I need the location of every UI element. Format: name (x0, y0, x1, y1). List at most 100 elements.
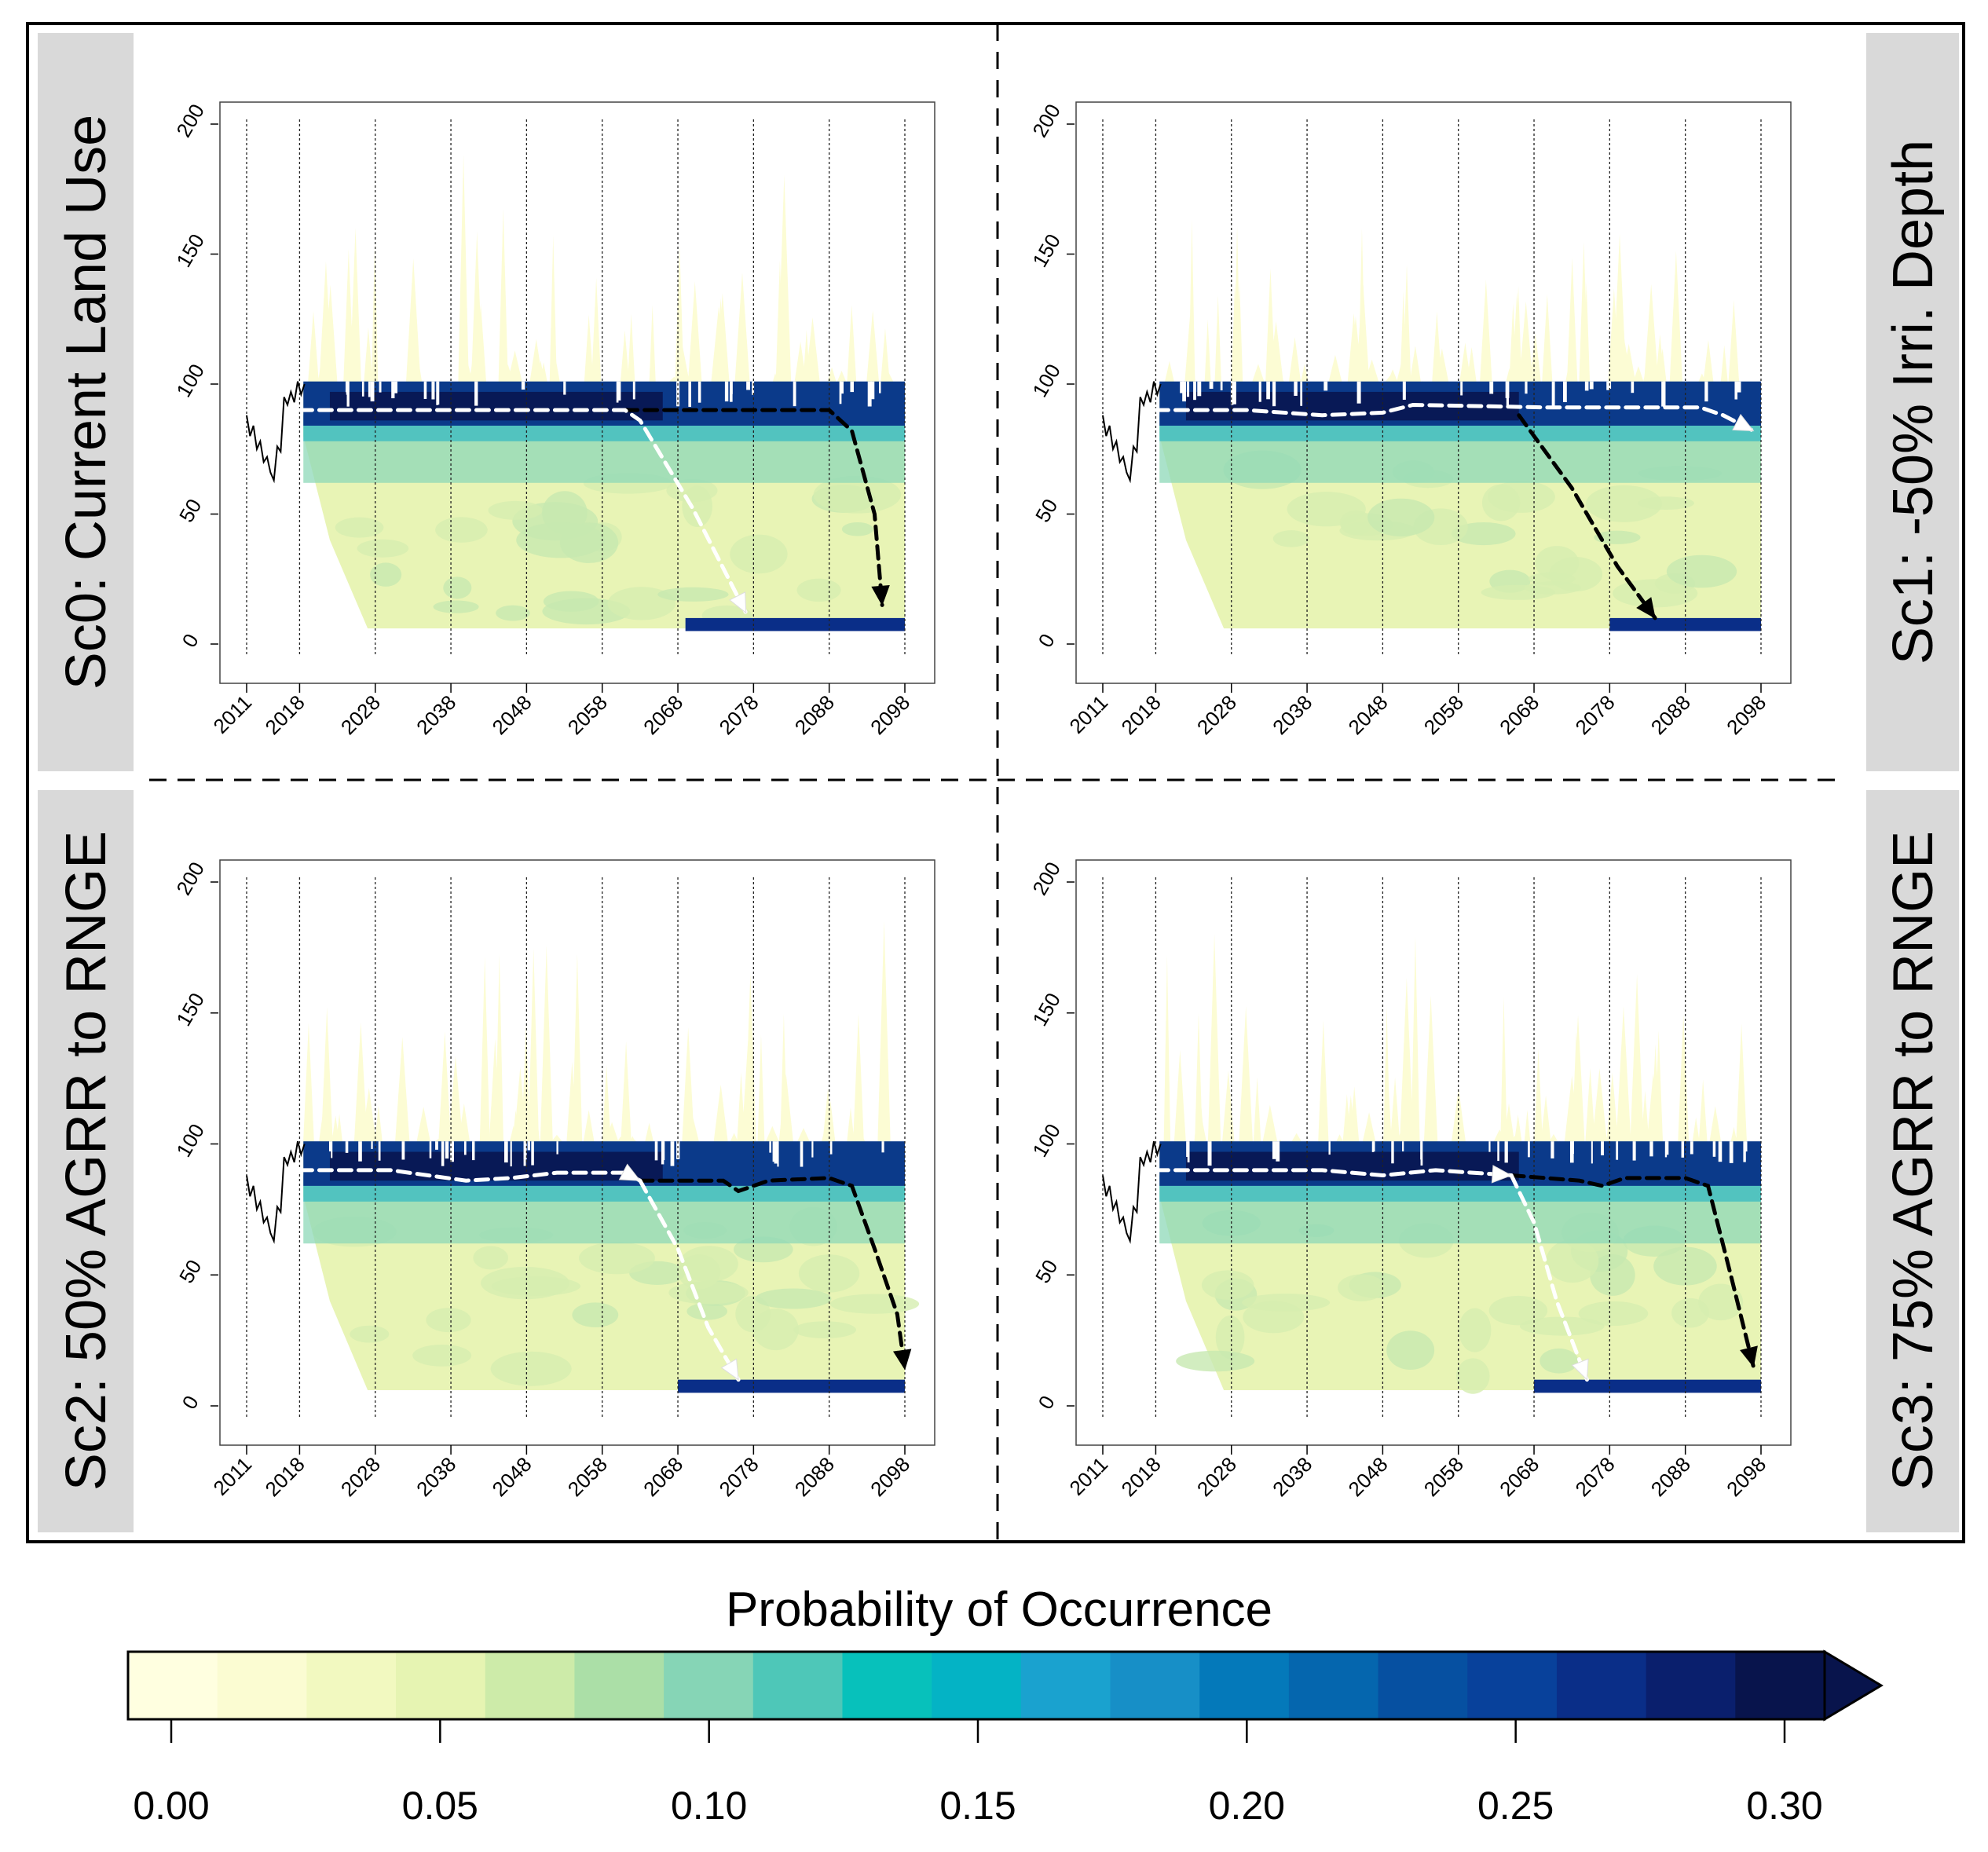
band-gap (1488, 1141, 1491, 1152)
heatmap-spike (620, 330, 630, 384)
heatmap-spike (1720, 345, 1728, 384)
heatmap-patch (1201, 1270, 1254, 1300)
white-trajectory (1153, 1168, 1514, 1178)
colorbar-swatch (1288, 1652, 1379, 1719)
heatmap-spike (335, 1114, 343, 1144)
heatmap-spike (649, 305, 656, 384)
heatmap-spike (796, 1128, 811, 1144)
black-trajectory (638, 1176, 907, 1371)
heatmap-spike (1518, 301, 1533, 384)
heatmap-patch (579, 1242, 655, 1275)
colorbar-tick-label: 0.00 (133, 1784, 209, 1828)
colorbar-swatch (1735, 1652, 1825, 1719)
band-gap (746, 381, 750, 390)
heatmap-spike (1609, 334, 1619, 384)
heatmap-spike (734, 273, 750, 384)
heatmap-spike (1288, 337, 1302, 384)
heatmap-spike (583, 1110, 595, 1144)
x-tick-label: 2028 (336, 690, 385, 739)
heatmap-patch (496, 605, 530, 621)
band-gap (1324, 381, 1328, 391)
heatmap-patch (796, 578, 841, 602)
band-gap (840, 381, 844, 394)
heatmap-spike (474, 303, 487, 384)
heatmap-spike (540, 945, 553, 1144)
heatmap-patch (357, 539, 409, 558)
heatmap-spike (1207, 933, 1221, 1144)
y-tick-label: 200 (1027, 858, 1065, 899)
heatmap-patch (1458, 1308, 1492, 1352)
band-gap (1550, 1141, 1554, 1158)
x-tick-label: 2028 (336, 1452, 385, 1501)
band-gap (504, 1141, 508, 1163)
heatmap-spike (1692, 1117, 1701, 1144)
x-tick-label: 2068 (639, 690, 687, 739)
heatmap-core-band (329, 391, 663, 421)
heatmap-spike (1500, 997, 1507, 1144)
x-tick-label: 2088 (1646, 690, 1695, 739)
colorbar: 0.00 0.05 0.10 0.15 0.20 0.25 0.30 (126, 1649, 1884, 1828)
heatmap-spike (1253, 1077, 1261, 1144)
band-gap (423, 381, 427, 399)
band-gap (1182, 381, 1186, 402)
heatmap-spike (307, 311, 320, 384)
heatmap-spike (1708, 1106, 1722, 1144)
heatmap-spike (1572, 1030, 1581, 1144)
x-tick-label: 2018 (1117, 1452, 1166, 1501)
band-gap (800, 1141, 804, 1167)
band-gap (1563, 381, 1567, 403)
band-gap (379, 381, 382, 393)
band-gap (472, 1141, 475, 1161)
band-gap (1187, 1141, 1190, 1162)
heatmap-spike (353, 1022, 368, 1144)
black-trajectory-arrowhead (1740, 1345, 1758, 1368)
heatmap-spike (675, 243, 684, 384)
heatmap-spike (394, 1036, 410, 1144)
heatmap-patch (1338, 1274, 1386, 1301)
heatmap-spike (764, 1125, 781, 1144)
heatmap-spike (1505, 368, 1514, 384)
heatmap-patch (335, 517, 384, 538)
heatmap-spike (738, 345, 750, 384)
band-gap (1601, 1141, 1604, 1156)
heatmap-spike (1364, 359, 1380, 384)
y-tick-label: 200 (171, 100, 209, 141)
heatmap-spike (853, 1013, 864, 1144)
heatmap-spike (1423, 995, 1438, 1144)
heatmap-patch (1528, 572, 1576, 586)
x-tick-label: 2018 (261, 1452, 309, 1501)
heatmap-patch (1546, 1239, 1599, 1283)
band-gap (1569, 1141, 1574, 1154)
band-gap (1356, 381, 1361, 404)
heatmap-spike (1591, 1068, 1608, 1144)
heatmap-spike (1265, 268, 1276, 384)
heatmap-patch (1586, 485, 1662, 522)
band-gap (670, 1141, 675, 1166)
y-tick-label: 150 (1027, 230, 1065, 272)
heatmap-spike (602, 1064, 611, 1144)
heatmap-spike (737, 1072, 745, 1144)
band-gap (1180, 381, 1184, 393)
heatmap-patch (488, 500, 543, 520)
heatmap-spike (1636, 1124, 1649, 1144)
x-tick-label: 2098 (1722, 690, 1770, 739)
heatmap-spikes (1163, 933, 1748, 1144)
heatmap-spike (1524, 1110, 1531, 1144)
y-tick-label: 50 (1031, 495, 1062, 526)
heatmap-spike (1432, 311, 1442, 384)
heatmap-patch (1386, 1330, 1435, 1371)
heatmap-spike (1613, 233, 1627, 384)
heatmap-spike (794, 341, 807, 384)
historical-line (1102, 381, 1162, 484)
heatmap-spike (319, 261, 333, 384)
heatmap-spike (804, 317, 820, 384)
panel-label-sc2: Sc2: 50% AGRR to RNGE (55, 831, 118, 1491)
heatmap-spike (775, 260, 785, 384)
white-trajectory-arrowhead (1732, 413, 1755, 432)
band-gap (1681, 1141, 1684, 1158)
band-gap (829, 1141, 833, 1155)
band-gap (1734, 381, 1738, 400)
heatmap-spike (529, 1095, 540, 1144)
heatmap-patch (686, 1302, 727, 1320)
colorbar-swatch (1199, 1652, 1290, 1719)
